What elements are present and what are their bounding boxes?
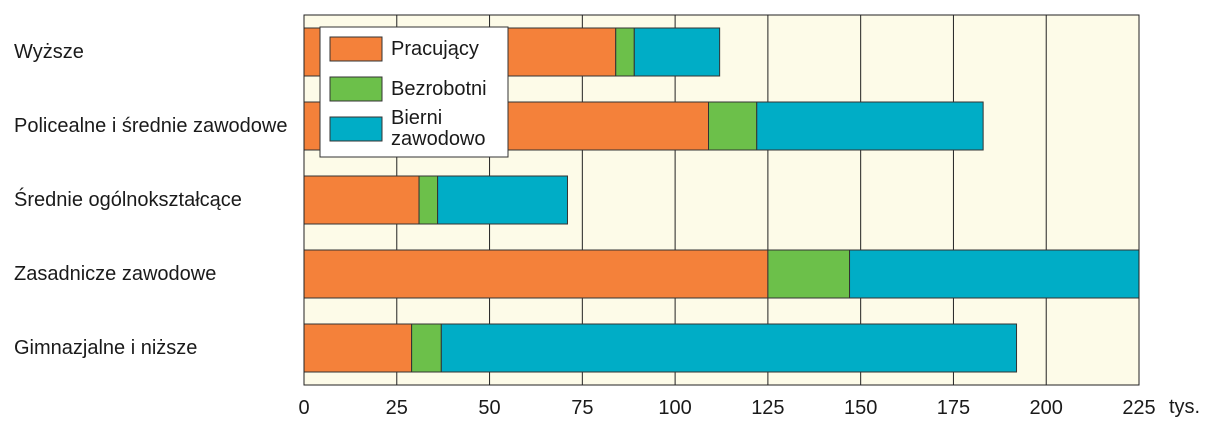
legend-swatch xyxy=(329,116,383,142)
x-tick-label: 50 xyxy=(478,397,501,419)
bar-segment xyxy=(418,175,439,225)
bar-segment xyxy=(437,175,568,225)
bar-segment xyxy=(411,323,442,373)
x-tick-label: 175 xyxy=(936,397,971,419)
x-tick-label: 125 xyxy=(751,397,785,419)
legend-label: Pracujący xyxy=(391,37,479,60)
bar-segment xyxy=(633,27,721,77)
bar-segment xyxy=(303,175,420,225)
legend-swatch xyxy=(329,76,383,102)
bar-segment xyxy=(303,249,769,299)
bar-segment xyxy=(849,249,1140,299)
y-tick-label: Zasadnicze zawodowe xyxy=(14,262,217,285)
x-tick-label: 150 xyxy=(843,397,878,419)
bar-segment xyxy=(303,323,413,373)
y-tick-label: Średnie ogólnokształcące xyxy=(14,188,242,211)
y-tick-label: Wyższe xyxy=(14,40,84,63)
bar-segment xyxy=(767,249,851,299)
bar-segment xyxy=(440,323,1018,373)
x-unit: tys. xyxy=(1169,396,1201,418)
x-tick-label: 200 xyxy=(1029,397,1063,419)
y-tick-label: Gimnazjalne i niższe xyxy=(14,336,198,359)
x-tick-label: 225 xyxy=(1122,397,1156,419)
bar-segment xyxy=(615,27,635,77)
x-tick-label: 100 xyxy=(658,397,692,419)
legend-label: Bezrobotni xyxy=(391,77,487,100)
x-tick-label: 75 xyxy=(571,397,594,419)
bar-segment xyxy=(708,101,758,151)
legend-label: Bierni zawodowo xyxy=(391,107,486,150)
y-tick-label: Policealne i średnie zawodowe xyxy=(14,114,288,137)
x-tick-label: 25 xyxy=(385,397,408,419)
bar-segment xyxy=(756,101,984,151)
legend-swatch xyxy=(329,36,383,62)
plot-frame xyxy=(303,14,1140,386)
x-tick-label: 0 xyxy=(298,397,310,419)
